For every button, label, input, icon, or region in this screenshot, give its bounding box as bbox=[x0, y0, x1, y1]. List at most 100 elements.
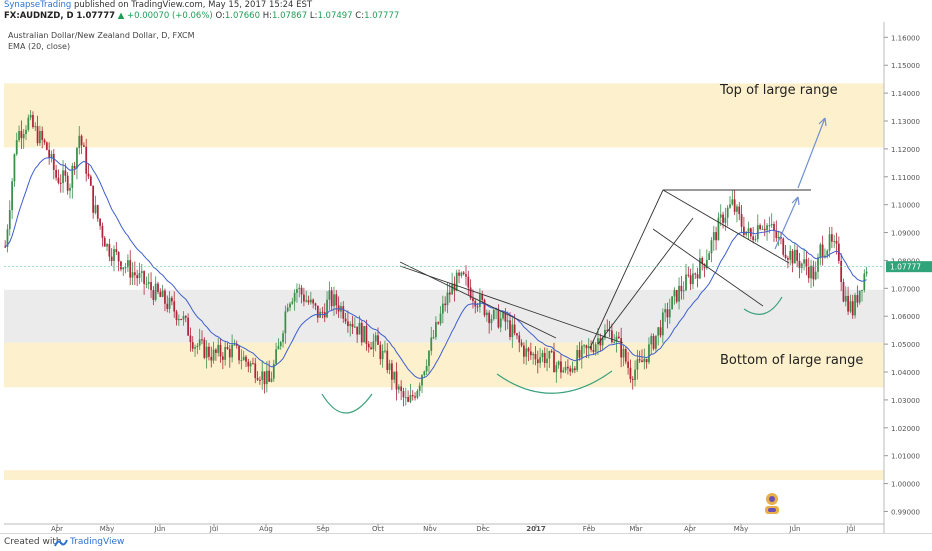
candle-body bbox=[763, 228, 766, 231]
candle-body bbox=[648, 344, 650, 363]
author-link[interactable]: SynapseTrading bbox=[4, 0, 72, 10]
candle-body bbox=[145, 283, 148, 285]
candle-body bbox=[499, 318, 502, 328]
symbol-label: FX:AUDNZD, D bbox=[4, 11, 74, 21]
candle-body bbox=[539, 357, 541, 364]
candle-body bbox=[191, 342, 194, 349]
candle-body bbox=[252, 363, 254, 365]
ema-legend-label: EMA (20, close) bbox=[8, 42, 71, 51]
candle-body bbox=[64, 170, 67, 176]
candle-body bbox=[645, 358, 648, 363]
candle-body bbox=[844, 295, 847, 302]
candle-body bbox=[48, 149, 51, 158]
close-value: 1.07777 bbox=[364, 11, 400, 21]
candle-body bbox=[124, 267, 127, 269]
candle-body bbox=[356, 326, 359, 335]
candle-body bbox=[467, 276, 470, 288]
candle-body bbox=[701, 258, 704, 264]
candle-body bbox=[583, 345, 585, 347]
candle-body bbox=[221, 356, 224, 360]
candle-body bbox=[293, 292, 296, 302]
candle-body bbox=[300, 287, 303, 295]
candle-body bbox=[92, 185, 95, 213]
candle-body bbox=[249, 363, 252, 367]
tradingview-link[interactable]: TradingView bbox=[70, 537, 125, 547]
candle-body bbox=[25, 129, 27, 134]
candle-body bbox=[59, 182, 62, 184]
candle-body bbox=[291, 301, 294, 304]
candle-body bbox=[685, 274, 687, 291]
candle-body bbox=[784, 254, 787, 259]
candle-body bbox=[404, 397, 407, 399]
candle-body bbox=[817, 257, 819, 272]
candle-body bbox=[643, 358, 646, 363]
candle-body bbox=[821, 244, 824, 258]
candle-body bbox=[529, 351, 532, 356]
candle-body bbox=[80, 135, 83, 146]
candle-body bbox=[328, 290, 331, 300]
candle-body bbox=[699, 258, 701, 279]
candle-body bbox=[147, 282, 150, 284]
candle-body bbox=[828, 234, 831, 251]
candle-body bbox=[655, 335, 657, 349]
candle-body bbox=[347, 321, 349, 326]
candle-body bbox=[391, 363, 393, 380]
tradingview-logo-icon[interactable] bbox=[54, 538, 68, 548]
arrow-shaft-2 bbox=[797, 117, 826, 189]
candle-body bbox=[780, 237, 782, 239]
candle-body bbox=[11, 181, 13, 211]
y-tick-label: 1.01000 bbox=[891, 453, 920, 461]
candle-body bbox=[256, 378, 259, 380]
x-tick-label: May bbox=[100, 525, 114, 533]
candle-body bbox=[497, 308, 500, 328]
candle-body bbox=[284, 311, 287, 334]
candle-body bbox=[164, 290, 166, 304]
candle-body bbox=[599, 338, 602, 346]
candle-body bbox=[106, 244, 108, 247]
candle-body bbox=[268, 370, 271, 382]
candle-body bbox=[430, 337, 433, 351]
candle-body bbox=[384, 350, 386, 352]
candle-body bbox=[611, 330, 613, 343]
candle-body bbox=[377, 335, 379, 345]
candle-body bbox=[629, 367, 632, 380]
candle-body bbox=[601, 337, 604, 346]
y-tick-label: 1.05000 bbox=[891, 341, 920, 349]
candle-body bbox=[453, 283, 456, 291]
candle-body bbox=[409, 394, 412, 402]
candle-body bbox=[360, 322, 363, 343]
candle-body bbox=[411, 394, 414, 397]
candle-body bbox=[511, 324, 514, 338]
candle-body bbox=[43, 139, 46, 143]
candle-body bbox=[353, 326, 356, 328]
candle-body bbox=[395, 371, 398, 390]
candle-body bbox=[747, 228, 750, 232]
author-avatar-icon bbox=[765, 493, 779, 514]
candle-body bbox=[29, 115, 32, 118]
candle-body bbox=[641, 360, 643, 363]
candle-body bbox=[265, 370, 268, 385]
y-tick-label: 1.11000 bbox=[891, 174, 920, 182]
candle-body bbox=[303, 294, 305, 302]
candle-body bbox=[76, 147, 78, 169]
x-tick-label: Dec bbox=[476, 525, 490, 533]
y-tick-label: 0.99000 bbox=[891, 508, 920, 516]
candle-body bbox=[752, 236, 755, 241]
candle-body bbox=[460, 272, 463, 276]
candle-body bbox=[652, 335, 655, 349]
candle-body bbox=[483, 299, 486, 316]
candle-body bbox=[444, 303, 447, 306]
candle-body bbox=[578, 349, 581, 358]
arrow-head-2 bbox=[818, 117, 827, 127]
candle-body bbox=[856, 295, 859, 303]
candle-body bbox=[6, 229, 9, 247]
candle-body bbox=[560, 361, 562, 373]
candle-body bbox=[622, 348, 625, 358]
candle-body bbox=[638, 359, 641, 361]
candle-body bbox=[312, 299, 315, 304]
x-tick-label: Jul bbox=[209, 525, 219, 533]
candle-body bbox=[585, 345, 588, 349]
candle-body bbox=[326, 299, 328, 318]
candle-body bbox=[546, 358, 548, 364]
